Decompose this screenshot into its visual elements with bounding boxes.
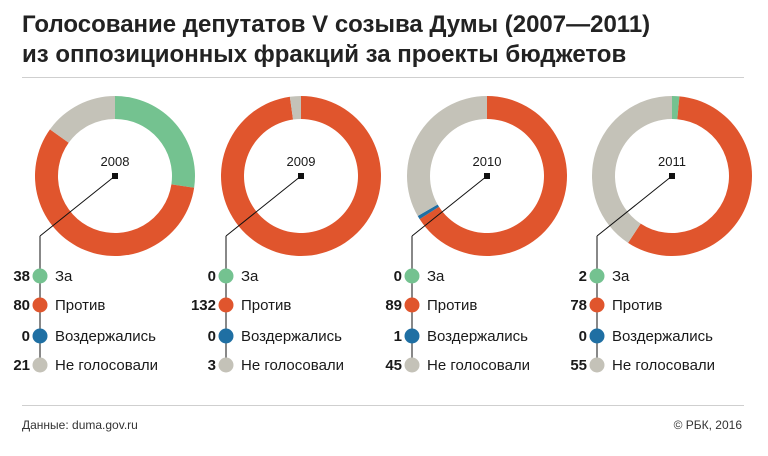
slice-ne-golosovali xyxy=(289,96,301,120)
bottom-divider xyxy=(22,405,744,406)
slice-ne-golosovali xyxy=(407,96,487,216)
legend-row-ne-golosovali: 45 Не голосовали xyxy=(385,357,530,374)
legend-swatch-protiv xyxy=(404,297,420,313)
leader-line xyxy=(225,175,302,237)
legend-value: 89 xyxy=(385,297,402,314)
legend-label: Воздержались xyxy=(55,328,156,345)
legend-label: Воздержались xyxy=(241,328,342,345)
legend-label: Против xyxy=(55,297,105,314)
legend-row-vozderzhalis: 0 Воздержались xyxy=(22,328,157,345)
legend-label: Воздержались xyxy=(612,328,713,345)
donut-chart-2009: 2009 0 За 132 Против 0 Воздержались 3 Не голосов… xyxy=(191,96,381,374)
legend-label: За xyxy=(241,268,259,285)
legend-value: 3 xyxy=(208,357,216,374)
donut-chart-2010: 2010 0 За 89 Против 1 Воздержались 45 Не голосов… xyxy=(385,96,568,374)
legend-value: 0 xyxy=(208,328,216,345)
legend-label: Воздержались xyxy=(427,328,528,345)
legend-row-za: 2 За xyxy=(579,268,630,285)
top-divider xyxy=(22,77,744,78)
legend-row-ne-golosovali: 3 Не голосовали xyxy=(208,357,344,374)
legend-swatch-za xyxy=(218,268,234,284)
legend-swatch-za xyxy=(589,268,605,284)
legend-value: 78 xyxy=(570,297,587,314)
copyright-note: © РБК, 2016 xyxy=(673,418,742,432)
year-label: 2009 xyxy=(287,154,316,169)
page-title: Голосование депутатов V созыва Думы (200… xyxy=(22,10,752,70)
legend-value: 80 xyxy=(13,297,30,314)
legend-swatch-ne-golosovali xyxy=(589,357,605,373)
slice-za xyxy=(672,96,680,120)
legend-value: 0 xyxy=(22,328,30,345)
slice-za xyxy=(115,96,195,188)
legend-row-vozderzhalis: 0 Воздержались xyxy=(208,328,343,345)
legend-value: 1 xyxy=(394,328,402,345)
legend-row-vozderzhalis: 1 Воздержались xyxy=(394,328,529,345)
legend-label: За xyxy=(55,268,73,285)
legend-value: 0 xyxy=(394,268,402,285)
legend-swatch-za xyxy=(404,268,420,284)
slice-protiv xyxy=(34,129,195,256)
legend-swatch-ne-golosovali xyxy=(404,357,420,373)
legend-row-vozderzhalis: 0 Воздержались xyxy=(579,328,714,345)
legend-value: 0 xyxy=(208,268,216,285)
legend-label: Не голосовали xyxy=(427,357,530,374)
legend-value: 38 xyxy=(13,268,30,285)
legend-label: За xyxy=(612,268,630,285)
legend-swatch-vozderzhalis xyxy=(589,328,605,344)
legend-row-za: 0 За xyxy=(208,268,259,285)
legend-value: 132 xyxy=(191,297,216,314)
legend-value: 2 xyxy=(579,268,587,285)
legend-row-protiv: 132 Против xyxy=(191,297,291,314)
title-line-1: Голосование депутатов V созыва Думы (200… xyxy=(22,11,651,38)
year-label: 2010 xyxy=(473,154,502,169)
legend-row-ne-golosovali: 21 Не голосовали xyxy=(13,357,158,374)
slice-protiv xyxy=(419,96,568,257)
legend-swatch-vozderzhalis xyxy=(218,328,234,344)
legend-label: Против xyxy=(241,297,291,314)
legend-row-protiv: 80 Против xyxy=(13,297,105,314)
slice-vozderzhalis xyxy=(417,204,440,220)
legend-swatch-vozderzhalis xyxy=(32,328,48,344)
legend-value: 45 xyxy=(385,357,402,374)
legend-swatch-ne-golosovali xyxy=(32,357,48,373)
legend-row-protiv: 89 Против xyxy=(385,297,477,314)
slice-protiv xyxy=(628,96,752,257)
year-label: 2008 xyxy=(101,154,130,169)
slice-ne-golosovali xyxy=(592,96,672,243)
legend-swatch-za xyxy=(32,268,48,284)
legend-swatch-protiv xyxy=(218,297,234,313)
legend-value: 21 xyxy=(13,357,30,374)
legend-label: Не голосовали xyxy=(241,357,344,374)
legend-label: Не голосовали xyxy=(55,357,158,374)
source-note: Данные: duma.gov.ru xyxy=(22,418,138,432)
legend-swatch-protiv xyxy=(589,297,605,313)
legend-swatch-protiv xyxy=(32,297,48,313)
donut-chart-2008: 2008 38 За 80 Против 0 Воздержались 21 Не голосо… xyxy=(13,96,195,374)
legend-row-za: 0 За xyxy=(394,268,445,285)
legend-label: Не голосовали xyxy=(612,357,715,374)
leader-line xyxy=(39,175,116,237)
slice-ne-golosovali xyxy=(49,96,115,143)
donut-chart-2011: 2011 2 За 78 Против 0 Воздержались 55 Не голосов… xyxy=(570,96,752,374)
title-line-2: из оппозиционных фракций за проекты бюдж… xyxy=(22,41,627,68)
legend-value: 0 xyxy=(579,328,587,345)
legend-row-za: 38 За xyxy=(13,268,73,285)
legend-row-protiv: 78 Против xyxy=(570,297,662,314)
legend-label: Против xyxy=(612,297,662,314)
year-label: 2011 xyxy=(658,154,686,169)
legend-label: Против xyxy=(427,297,477,314)
legend-swatch-ne-golosovali xyxy=(218,357,234,373)
leader-line xyxy=(411,175,488,237)
leader-line xyxy=(596,175,673,237)
legend-swatch-vozderzhalis xyxy=(404,328,420,344)
legend-label: За xyxy=(427,268,445,285)
legend-row-ne-golosovali: 55 Не голосовали xyxy=(570,357,715,374)
legend-value: 55 xyxy=(570,357,587,374)
